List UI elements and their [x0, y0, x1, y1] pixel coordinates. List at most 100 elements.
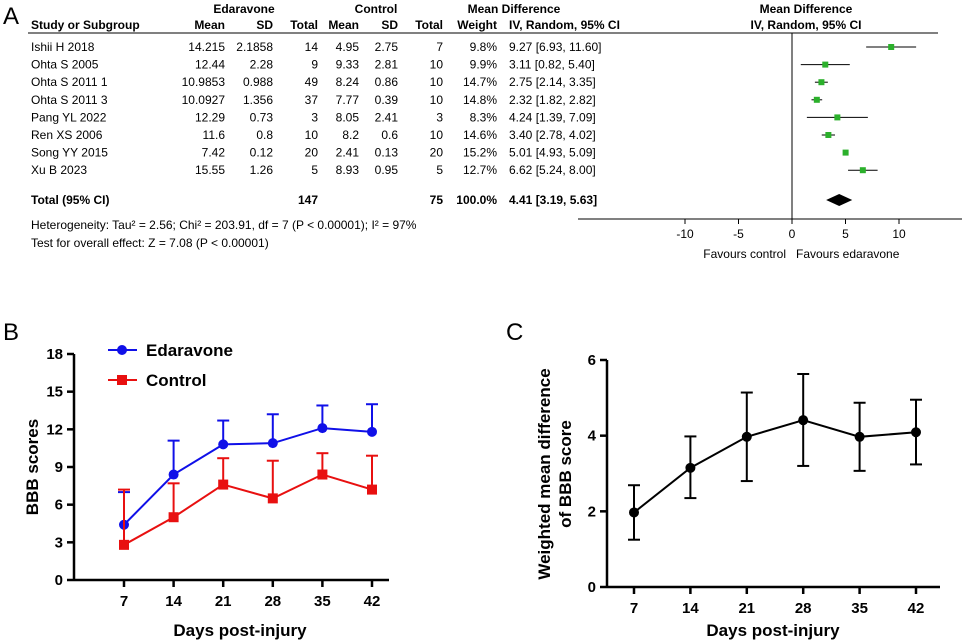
forest-cell-c-mean: 4.95 — [336, 40, 360, 54]
forest-cell-e-sd: 0.12 — [250, 146, 274, 160]
forest-x-tick-label: -10 — [676, 227, 694, 241]
forest-cell-weight: 14.8% — [463, 93, 497, 107]
forest-cell-e-sd: 2.28 — [250, 58, 274, 72]
forest-cell-c-sd: 0.6 — [381, 128, 398, 142]
forest-cell-weight: 9.8% — [470, 40, 498, 54]
forest-cell-c-sd: 0.95 — [375, 163, 399, 177]
legend-edaravone-marker — [117, 345, 127, 355]
forest-cell-ci: 2.75 [2.14, 3.35] — [509, 75, 596, 89]
x-tick-label: 7 — [630, 600, 638, 617]
forest-cell-study: Xu B 2023 — [31, 163, 87, 177]
forest-cell-c-mean: 2.41 — [336, 146, 360, 160]
forest-cell-c-sd: 0.39 — [375, 93, 399, 107]
forest-cell-weight: 15.2% — [463, 146, 497, 160]
header-e-mean: Mean — [194, 18, 225, 32]
control-series-line — [123, 473, 373, 546]
forest-header: Edaravone Control Mean Difference Mean D… — [31, 2, 861, 32]
x-tick-label: 42 — [908, 600, 925, 617]
edaravone-data-point — [317, 423, 328, 434]
y-tick-label: 15 — [46, 384, 63, 401]
forest-cell-ci: 9.27 [6.93, 11.60] — [509, 40, 602, 54]
forest-cell-e-mean: 11.6 — [203, 128, 226, 142]
control-data-point — [119, 539, 129, 550]
overall-effect-text: Test for overall effect: Z = 7.08 (P < 0… — [31, 236, 269, 250]
header-group-control: Control — [355, 2, 398, 16]
control-data-point — [218, 479, 229, 490]
total-cell-weight: 100.0% — [456, 193, 497, 207]
forest-cell-e-total: 37 — [305, 93, 319, 107]
x-tick-label: 35 — [314, 593, 331, 610]
edaravone-data-point — [267, 438, 278, 449]
y-tick-label: 12 — [46, 421, 63, 438]
forest-cell-e-total: 49 — [305, 75, 319, 89]
forest-cell-c-total: 10 — [430, 93, 444, 107]
x-tick-label: 14 — [165, 593, 182, 610]
forest-cell-ci: 4.24 [1.39, 7.09] — [509, 110, 596, 124]
heterogeneity-text: Heterogeneity: Tau² = 2.56; Chi² = 203.9… — [31, 218, 417, 232]
forest-x-tick-label: -5 — [733, 227, 744, 241]
weighted-mean-difference-data-point — [685, 462, 696, 473]
forest-cell-e-total: 20 — [305, 146, 319, 160]
total-cell-e-total: 147 — [298, 193, 318, 207]
header-md-title: Mean Difference — [468, 2, 561, 16]
edaravone-data-point — [218, 439, 229, 450]
header-c-sd: SD — [381, 18, 398, 32]
y-tick-label: 6 — [55, 497, 63, 514]
forest-cell-c-sd: 0.86 — [375, 75, 399, 89]
forest-cell-e-sd: 1.356 — [243, 93, 273, 107]
study-point-marker — [825, 132, 832, 138]
forest-cell-e-total: 10 — [305, 128, 319, 142]
forest-cell-weight: 9.9% — [470, 58, 498, 72]
forest-cell-c-total: 20 — [430, 146, 444, 160]
forest-cell-e-sd: 0.73 — [250, 110, 274, 124]
x-tick-label: 7 — [120, 593, 128, 610]
weighted-mean-difference-data-point — [798, 415, 809, 426]
forest-cell-e-mean: 14.215 — [188, 40, 225, 54]
panel-a-label: A — [3, 3, 19, 30]
forest-cell-ci: 3.11 [0.82, 5.40] — [509, 58, 595, 72]
total-cell-c-total: 75 — [430, 193, 444, 207]
study-point-marker — [842, 149, 849, 156]
panel-c-xlabel: Days post-injury — [706, 621, 840, 640]
study-point-marker — [822, 61, 829, 68]
forest-cell-e-mean: 7.42 — [202, 146, 226, 160]
forest-cell-study: Pang YL 2022 — [31, 110, 107, 124]
study-point-marker — [818, 79, 825, 86]
forest-cell-ci: 3.40 [2.78, 4.02] — [509, 128, 596, 142]
weighted-mean-difference-data-point — [741, 431, 752, 442]
forest-cell-e-sd: 0.988 — [243, 75, 273, 89]
forest-cell-e-total: 5 — [311, 163, 318, 177]
forest-cell-weight: 8.3% — [470, 110, 498, 124]
study-point-marker — [888, 44, 895, 50]
legend-control-label: Control — [146, 371, 206, 390]
forest-cell-c-mean: 8.93 — [336, 163, 360, 177]
forest-cell-weight: 14.7% — [463, 75, 497, 89]
forest-cell-weight: 14.6% — [463, 128, 497, 142]
forest-cell-e-mean: 10.0927 — [182, 93, 226, 107]
forest-cell-study: Song YY 2015 — [31, 146, 108, 160]
header-weight: Weight — [457, 18, 497, 32]
header-e-total: Total — [290, 18, 318, 32]
forest-cell-c-total: 3 — [436, 110, 443, 124]
x-tick-label: 14 — [682, 600, 699, 617]
forest-cell-c-total: 5 — [436, 163, 443, 177]
forest-cell-ci: 6.62 [5.24, 8.00] — [509, 163, 596, 177]
panel-b-xlabel: Days post-injury — [173, 621, 307, 640]
forest-cell-e-total: 14 — [305, 40, 319, 54]
legend-control-marker — [117, 375, 127, 385]
study-point-marker — [834, 114, 841, 121]
forest-plot: Edaravone Control Mean Difference Mean D… — [28, 2, 962, 261]
weighted-mean-difference-series-line — [633, 419, 917, 514]
favours-edaravone-label: Favours edaravone — [796, 247, 900, 261]
weighted-mean-difference-data-point — [911, 427, 921, 438]
forest-rows: Ishii H 2018 14.215 2.1858 14 4.95 2.75 7 9.8% 9… — [31, 40, 602, 177]
header-c-total: Total — [415, 18, 443, 32]
x-tick-label: 21 — [738, 600, 755, 617]
forest-cell-study: Ohta S 2011 3 — [31, 93, 108, 107]
forest-plot-area: -10 -5 0 5 10 — [578, 33, 962, 241]
forest-cell-e-mean: 10.9853 — [182, 75, 226, 89]
y-tick-label: 2 — [588, 503, 596, 520]
panel-c-ylabel-line2: of BBB score — [556, 420, 575, 528]
forest-cell-e-sd: 2.1858 — [236, 40, 273, 54]
